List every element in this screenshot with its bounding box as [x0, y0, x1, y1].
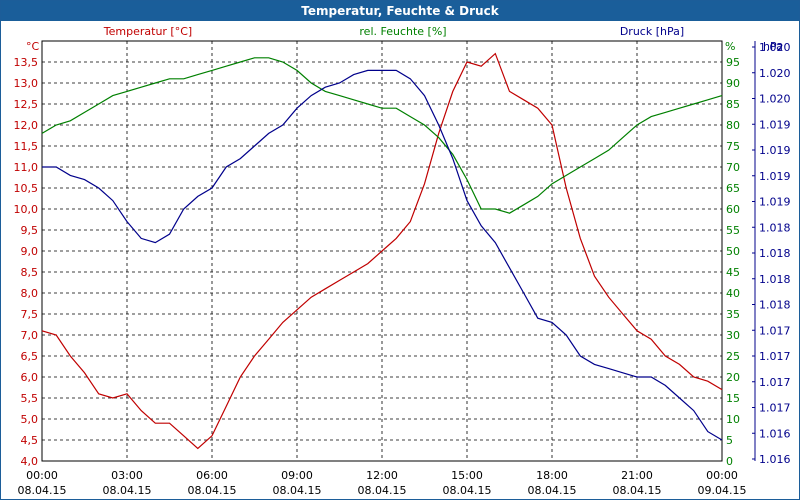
- humidity-tick-label: 30: [726, 329, 740, 342]
- x-tick-date: 08.04.15: [188, 484, 237, 497]
- humidity-tick-label: 35: [726, 308, 740, 321]
- pressure-tick-label: 1.019: [759, 170, 791, 183]
- pressure-tick-label: 1.016: [759, 427, 791, 440]
- humidity-tick-label: 80: [726, 119, 740, 132]
- pressure-tick-label: 1.019: [759, 196, 791, 209]
- x-tick-time: 00:00: [706, 469, 738, 482]
- temperature-tick-label: 11,0: [14, 161, 39, 174]
- humidity-tick-label: 85: [726, 98, 740, 111]
- x-tick-time: 21:00: [621, 469, 653, 482]
- x-tick-time: 09:00: [281, 469, 313, 482]
- x-tick-date: 08.04.15: [103, 484, 152, 497]
- humidity-tick-label: 75: [726, 140, 740, 153]
- x-tick-time: 06:00: [196, 469, 228, 482]
- temperature-tick-label: 7,0: [21, 329, 39, 342]
- humidity-tick-label: 50: [726, 245, 740, 258]
- pressure-tick-label: 1.017: [759, 402, 791, 415]
- temperature-tick-label: 6,5: [21, 350, 39, 363]
- temperature-tick-label: 6,0: [21, 371, 39, 384]
- pressure-tick-label: 1.019: [759, 118, 791, 131]
- chart-title: Temperatur, Feuchte & Druck: [1, 1, 799, 21]
- pressure-tick-label: 1.017: [759, 376, 791, 389]
- x-tick-date: 08.04.15: [528, 484, 577, 497]
- pressure-tick-label: 1.018: [759, 221, 791, 234]
- temperature-tick-label: 12,5: [14, 98, 39, 111]
- x-tick-date: 08.04.15: [358, 484, 407, 497]
- temperature-tick-label: 13,5: [14, 56, 39, 69]
- temperature-tick-label: 4,5: [21, 434, 39, 447]
- x-tick-time: 00:00: [26, 469, 58, 482]
- x-tick-time: 18:00: [536, 469, 568, 482]
- x-tick-date: 08.04.15: [18, 484, 67, 497]
- humidity-tick-label: 55: [726, 224, 740, 237]
- temperature-tick-label: 9,5: [21, 224, 39, 237]
- pressure-tick-label: 1.018: [759, 299, 791, 312]
- x-tick-date: 09.04.15: [698, 484, 747, 497]
- pressure-tick-label: 1.020: [759, 93, 791, 106]
- humidity-tick-label: 10: [726, 413, 740, 426]
- humidity-tick-label: 5: [726, 434, 733, 447]
- gridlines: [42, 41, 722, 461]
- pressure-tick-label: 1.020: [759, 67, 791, 80]
- x-tick-date: 08.04.15: [443, 484, 492, 497]
- temperature-tick-label: 7,5: [21, 308, 39, 321]
- temperature-axis-unit: °C: [26, 40, 40, 53]
- plot-area-border: [41, 40, 723, 462]
- pressure-tick-label: 1.017: [759, 350, 791, 363]
- temperature-tick-label: 12,0: [14, 119, 39, 132]
- humidity-tick-label: 25: [726, 350, 740, 363]
- humidity-axis-unit: %: [725, 40, 735, 53]
- pressure-tick-label: 1.017: [759, 324, 791, 337]
- pressure-axis-header: Druck [hPa]: [620, 25, 684, 38]
- humidity-tick-label: 60: [726, 203, 740, 216]
- humidity-tick-label: 0: [726, 455, 733, 468]
- x-tick-time: 12:00: [366, 469, 398, 482]
- x-tick-time: 15:00: [451, 469, 483, 482]
- x-tick-date: 08.04.15: [273, 484, 322, 497]
- x-tick-date: 08.04.15: [613, 484, 662, 497]
- humidity-tick-label: 95: [726, 56, 740, 69]
- temperature-tick-label: 8,5: [21, 266, 39, 279]
- pressure-tick-label: 1.020: [759, 41, 791, 54]
- temperature-tick-label: 5,5: [21, 392, 39, 405]
- humidity-tick-label: 70: [726, 161, 740, 174]
- temperature-tick-label: 10,5: [14, 182, 39, 195]
- temperature-tick-label: 10,0: [14, 203, 39, 216]
- temperature-tick-label: 9,0: [21, 245, 39, 258]
- pressure-tick-label: 1.018: [759, 247, 791, 260]
- humidity-axis-header: rel. Feuchte [%]: [359, 25, 446, 38]
- temperature-tick-label: 11,5: [14, 140, 39, 153]
- humidity-series-line: [41, 57, 723, 214]
- temperature-tick-label: 13,0: [14, 77, 39, 90]
- pressure-tick-label: 1.018: [759, 273, 791, 286]
- humidity-tick-label: 90: [726, 77, 740, 90]
- temperature-series-line: [41, 52, 723, 450]
- x-tick-time: 03:00: [111, 469, 143, 482]
- temperature-axis-header: Temperatur [°C]: [103, 25, 192, 38]
- pressure-axis-unit: hPa: [763, 40, 783, 53]
- humidity-tick-label: 15: [726, 392, 740, 405]
- pressure-tick-label: 1.016: [759, 453, 791, 466]
- pressure-tick-label: 1.019: [759, 144, 791, 157]
- temperature-tick-label: 8,0: [21, 287, 39, 300]
- pressure-series-line: [42, 69, 723, 441]
- temperature-tick-label: 4,0: [21, 455, 39, 468]
- humidity-tick-label: 45: [726, 266, 740, 279]
- temperature-tick-label: 5,0: [21, 413, 39, 426]
- humidity-tick-label: 40: [726, 287, 740, 300]
- humidity-tick-label: 65: [726, 182, 740, 195]
- humidity-tick-label: 20: [726, 371, 740, 384]
